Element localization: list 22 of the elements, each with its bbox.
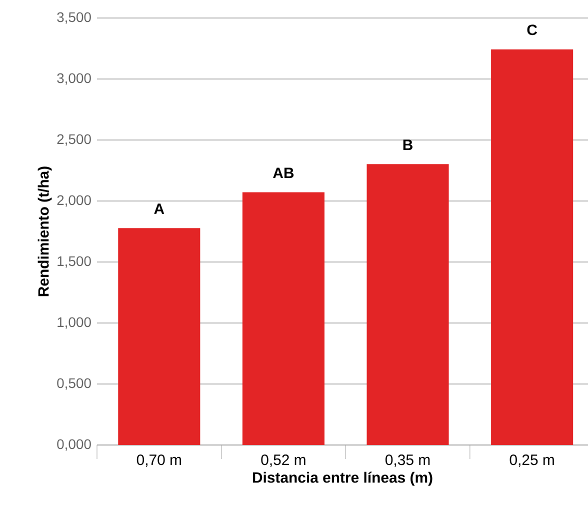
y-tick-label: 3,500 bbox=[57, 12, 91, 24]
y-axis-title: Rendimiento (t/ha) bbox=[38, 166, 52, 296]
x-tick-label: 0,70 m bbox=[136, 454, 181, 467]
y-tick-label: 1,500 bbox=[58, 256, 91, 268]
bar bbox=[491, 49, 574, 445]
x-tick-label: 0,35 m bbox=[386, 454, 430, 467]
y-tick-label: 1,000 bbox=[58, 317, 91, 329]
y-tick-label: 2,000 bbox=[57, 195, 91, 207]
y-tick-label: 0,500 bbox=[57, 378, 91, 390]
annotation: A bbox=[154, 204, 164, 214]
annotation: B bbox=[403, 140, 412, 150]
y-tick-label: 0,000 bbox=[57, 439, 91, 451]
x-axis-title: Distancia entre líneas (m) bbox=[252, 472, 432, 486]
bar bbox=[366, 164, 449, 445]
y-tick-label: 2,500 bbox=[57, 134, 91, 146]
x-tick-label: 0,52 m bbox=[261, 454, 306, 467]
annotation: C bbox=[527, 24, 538, 36]
y-tick-label: 3,000 bbox=[57, 73, 91, 85]
annotation: AB bbox=[273, 168, 294, 178]
bar bbox=[118, 228, 200, 445]
x-tick-label: 0,25 m bbox=[510, 454, 554, 467]
bar bbox=[242, 192, 324, 445]
